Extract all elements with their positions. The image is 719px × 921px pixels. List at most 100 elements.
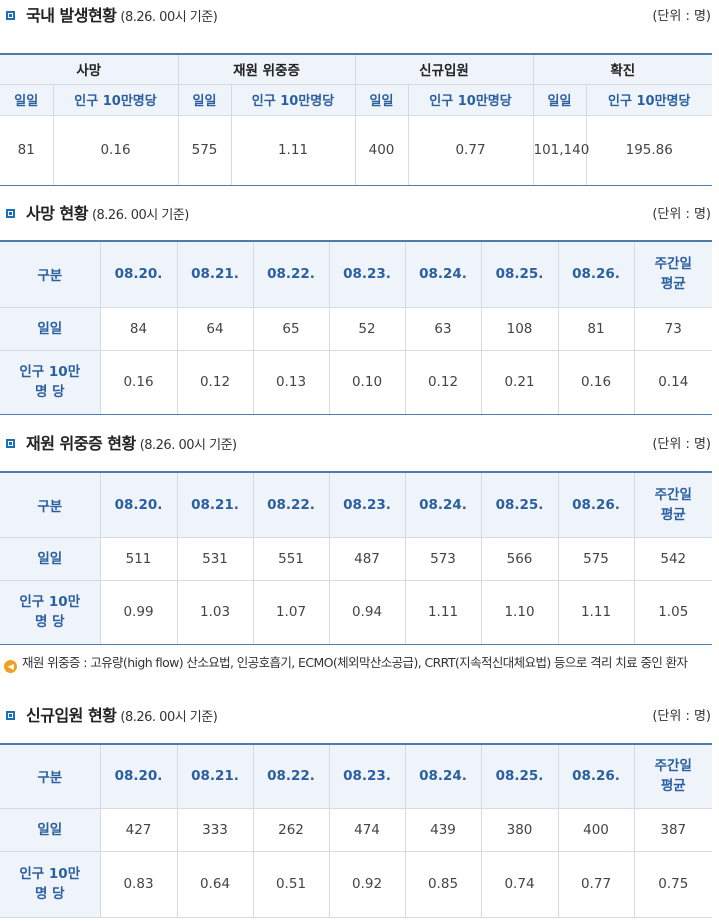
critical-date: (8.26. 00시 기준)	[139, 438, 237, 453]
date-header: 08.26.	[557, 743, 635, 809]
table-cell: 531	[176, 536, 254, 581]
date-header: 08.25.	[480, 471, 559, 538]
domestic-section-header: 국내 발생현황 (8.26. 00시 기준) (단위 : 명)	[0, 5, 719, 29]
row-label-per-100k: 인구 10만 명 당	[0, 349, 101, 415]
table-cell: 1.11	[557, 579, 635, 645]
table-cell: 195.86	[585, 114, 712, 186]
table-cell: 511	[99, 536, 178, 581]
table-cell: 0.75	[633, 850, 712, 918]
date-header: 08.21.	[176, 471, 254, 538]
group-header: 확진	[532, 53, 712, 85]
date-header: 08.22.	[252, 471, 330, 538]
table-cell: 65	[252, 306, 330, 351]
table-cell: 474	[328, 807, 406, 852]
critical-title: 재원 위중증 현황 (8.26. 00시 기준)	[26, 434, 237, 453]
date-header: 08.25.	[480, 240, 559, 308]
table-cell: 84	[99, 306, 178, 351]
table-cell: 1.10	[480, 579, 559, 645]
sub-header: 일일	[177, 83, 232, 116]
table-cell: 387	[633, 807, 712, 852]
table-cell: 0.77	[557, 850, 635, 918]
column-header-gubun: 구분	[0, 743, 101, 809]
group-header: 신규입원	[354, 53, 534, 85]
table-cell: 1.07	[252, 579, 330, 645]
date-header: 08.24.	[404, 471, 482, 538]
date-header: 08.23.	[328, 471, 406, 538]
row-label-per-100k: 인구 10만 명 당	[0, 579, 101, 645]
table-cell: 0.16	[557, 349, 635, 415]
domestic-title: 국내 발생현황 (8.26. 00시 기준)	[26, 6, 218, 25]
date-header: 08.26.	[557, 240, 635, 308]
domestic-date: (8.26. 00시 기준)	[120, 10, 218, 25]
deaths-unit: (단위 : 명)	[652, 207, 711, 222]
date-header: 08.23.	[328, 743, 406, 809]
deaths-title: 사망 현황 (8.26. 00시 기준)	[26, 204, 189, 223]
square-bullet-icon	[6, 439, 15, 448]
date-header: 08.26.	[557, 471, 635, 538]
table-cell: 566	[480, 536, 559, 581]
table-cell: 0.16	[52, 114, 179, 186]
weekly-average-header: 주간일 평균	[633, 471, 712, 538]
admissions-unit: (단위 : 명)	[652, 709, 711, 724]
date-header: 08.24.	[404, 240, 482, 308]
critical-section-header: 재원 위중증 현황 (8.26. 00시 기준) (단위 : 명)	[0, 433, 719, 457]
date-header: 08.24.	[404, 743, 482, 809]
table-cell: 0.10	[328, 349, 406, 415]
sub-header: 일일	[532, 83, 587, 116]
date-header: 08.22.	[252, 240, 330, 308]
square-bullet-icon	[6, 711, 15, 720]
table-cell: 0.74	[480, 850, 559, 918]
date-header: 08.22.	[252, 743, 330, 809]
table-cell: 573	[404, 536, 482, 581]
table-cell: 73	[633, 306, 712, 351]
critical-table: 구분 08.20. 08.21. 08.22. 08.23. 08.24. 08…	[0, 471, 712, 645]
row-label-daily: 일일	[0, 306, 101, 351]
square-bullet-icon	[6, 209, 15, 218]
table-cell: 1.11	[230, 114, 356, 186]
date-header: 08.21.	[176, 743, 254, 809]
table-cell: 64	[176, 306, 254, 351]
date-header: 08.20.	[99, 743, 178, 809]
table-cell: 439	[404, 807, 482, 852]
deaths-section-header: 사망 현황 (8.26. 00시 기준) (단위 : 명)	[0, 203, 719, 227]
row-label-per-100k: 인구 10만 명 당	[0, 850, 101, 918]
admissions-title: 신규입원 현황 (8.26. 00시 기준)	[26, 706, 218, 725]
date-header: 08.23.	[328, 240, 406, 308]
table-cell: 108	[480, 306, 559, 351]
table-cell: 0.16	[99, 349, 178, 415]
table-cell: 81	[0, 114, 54, 186]
table-cell: 101,140	[532, 114, 589, 186]
table-cell: 575	[557, 536, 635, 581]
table-cell: 1.05	[633, 579, 712, 645]
table-cell: 0.64	[176, 850, 254, 918]
table-cell: 0.83	[99, 850, 178, 918]
table-cell: 0.13	[252, 349, 330, 415]
table-cell: 0.99	[99, 579, 178, 645]
weekly-average-header: 주간일 평균	[633, 240, 712, 308]
deaths-table: 구분 08.20. 08.21. 08.22. 08.23. 08.24. 08…	[0, 240, 712, 415]
table-cell: 0.94	[328, 579, 406, 645]
table-cell: 63	[404, 306, 482, 351]
date-header: 08.25.	[480, 743, 559, 809]
date-header: 08.21.	[176, 240, 254, 308]
admissions-table: 구분 08.20. 08.21. 08.22. 08.23. 08.24. 08…	[0, 743, 712, 918]
column-header-gubun: 구분	[0, 240, 101, 308]
column-header-gubun: 구분	[0, 471, 101, 538]
table-cell: 427	[99, 807, 178, 852]
sub-header: 인구 10만명당	[52, 83, 179, 116]
table-cell: 400	[354, 114, 409, 186]
note-text: 재원 위중증 : 고유량(high flow) 산소요법, 인공호흡기, ECM…	[22, 655, 688, 670]
table-cell: 0.51	[252, 850, 330, 918]
critical-definition-note: ◀ 재원 위중증 : 고유량(high flow) 산소요법, 인공호흡기, EC…	[4, 655, 709, 673]
table-cell: 0.77	[407, 114, 534, 186]
table-cell: 380	[480, 807, 559, 852]
table-cell: 0.21	[480, 349, 559, 415]
domestic-unit: (단위 : 명)	[652, 9, 711, 24]
table-cell: 1.11	[404, 579, 482, 645]
table-cell: 487	[328, 536, 406, 581]
row-label-daily: 일일	[0, 536, 101, 581]
sub-header: 인구 10만명당	[407, 83, 534, 116]
admissions-section-header: 신규입원 현황 (8.26. 00시 기준) (단위 : 명)	[0, 705, 719, 729]
speaker-icon: ◀	[4, 660, 17, 673]
date-header: 08.20.	[99, 471, 178, 538]
